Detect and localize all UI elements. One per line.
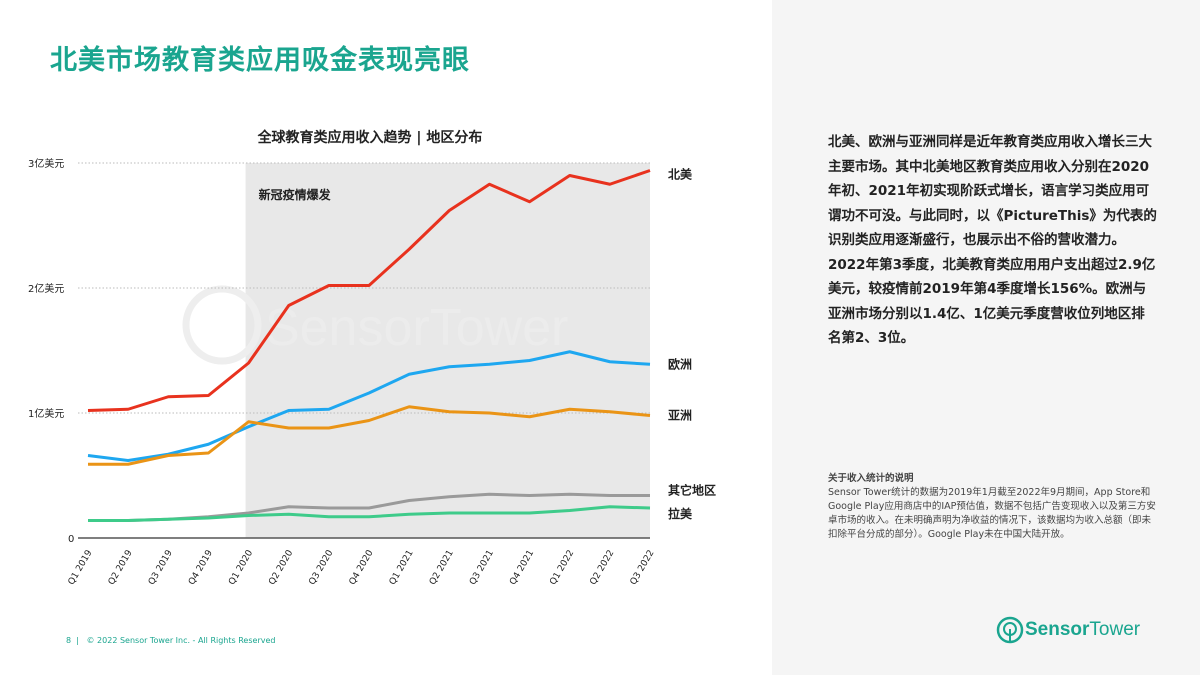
series-line-欧洲: [87, 350, 651, 462]
logo-text-2: Tower: [1089, 619, 1141, 640]
x-tick-label: Q1 2022: [548, 549, 576, 587]
series-line-亚洲: [88, 405, 651, 466]
description-text: 北美、欧洲与亚洲同样是近年教育类应用收入增长三大主要市场。其中北美地区教育类应用…: [828, 134, 1157, 346]
y-tick-label: 0: [68, 534, 74, 545]
y-tick-label: 3亿美元: [28, 157, 64, 170]
methodology-note: 关于收入统计的说明 Sensor Tower统计的数据为2019年1月截至202…: [828, 472, 1158, 542]
y-tick-label: 2亿美元: [28, 282, 64, 295]
x-tick-label: Q3 2021: [468, 549, 496, 587]
sensor-tower-logo: Sensor Tower: [995, 615, 1140, 645]
page-number: 8: [66, 636, 72, 645]
annotation-label: 新冠疫情爆发: [259, 187, 332, 202]
series-line-拉美: [88, 505, 651, 522]
x-tick-label: Q4 2019: [187, 548, 215, 587]
watermark-icon: [182, 285, 262, 365]
x-tick-label: Q3 2019: [147, 548, 175, 587]
x-tick-label: Q1 2020: [227, 548, 255, 587]
x-tick-label: Q3 2022: [629, 549, 657, 587]
side-panel: [772, 0, 1200, 675]
logo-icon: [996, 616, 1024, 644]
revenue-chart: 新冠疫情爆发 全球教育类应用收入趋势 | 地区分布 SensorTower 0 1亿美元…: [28, 129, 716, 587]
x-tick-label: Q1 2021: [388, 549, 416, 587]
x-tick-label: Q4 2021: [508, 549, 536, 587]
series-label: 欧洲: [668, 356, 692, 371]
page-title: 北美市场教育类应用吸金表现亮眼: [50, 45, 470, 76]
chart-title: 全球教育类应用收入趋势 | 地区分布: [257, 129, 483, 146]
x-tick-label: Q2 2019: [107, 548, 135, 587]
x-tick-label: Q1 2019: [67, 548, 95, 587]
x-tick-label: Q2 2020: [267, 548, 295, 587]
watermark-text: SensorTower: [265, 299, 568, 357]
y-tick-label: 1亿美元: [28, 407, 64, 420]
copyright: © 2022 Sensor Tower Inc. - All Rights Re…: [86, 636, 276, 645]
footer: 8 | © 2022 Sensor Tower Inc. - All Right…: [66, 636, 276, 645]
series-label: 北美: [668, 167, 693, 182]
series-line-北美: [87, 169, 651, 412]
note-title: 关于收入统计的说明: [828, 473, 914, 484]
logo-text-1: Sensor: [1025, 619, 1090, 640]
x-tick-label: Q3 2020: [308, 548, 336, 587]
note-body: Sensor Tower统计的数据为2019年1月截至2022年9月期间，App…: [828, 487, 1156, 540]
series-label: 其它地区: [668, 483, 716, 498]
x-tick-label: Q2 2022: [589, 549, 617, 587]
x-tick-label: Q2 2021: [428, 549, 456, 587]
series-label: 亚洲: [668, 409, 692, 423]
shaded-region: [245, 163, 651, 538]
series-label: 拉美: [668, 506, 693, 521]
x-tick-label: Q4 2020: [348, 548, 376, 587]
